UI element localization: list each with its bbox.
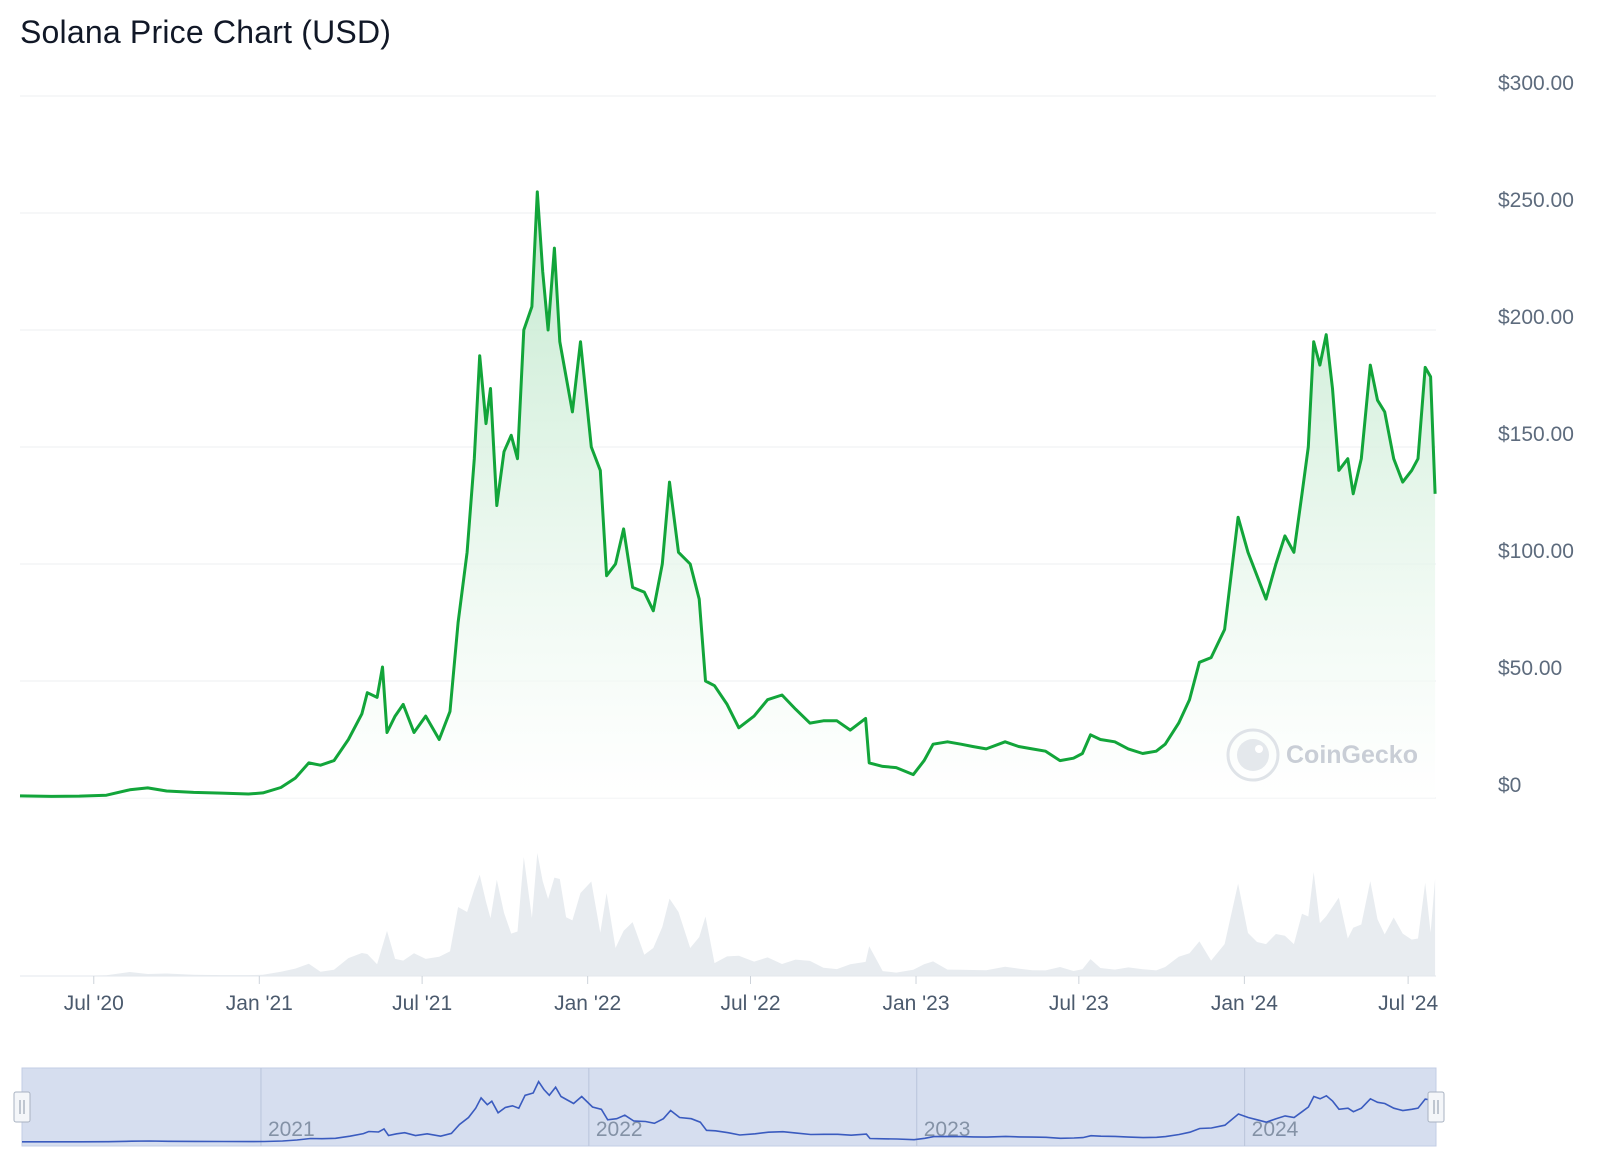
y-axis: $0 $50.00 $100.00 $150.00 $200.00 $250.00 $300…: [1498, 72, 1574, 797]
x-tick-label: Jul '23: [1049, 992, 1109, 1015]
y-tick-label: $150.00: [1498, 423, 1574, 446]
y-tick-label: $0: [1498, 774, 1521, 797]
y-tick-label: $50.00: [1498, 657, 1562, 680]
navigator-tick-label: 2022: [596, 1118, 643, 1141]
coingecko-logo-icon: [1226, 728, 1280, 782]
navigator-line: [22, 1079, 1436, 1143]
y-tick-label: $100.00: [1498, 540, 1574, 563]
x-axis: Jul '20 Jan '21 Jul '21 Jan '22 Jul '22 Jan '…: [64, 976, 1438, 1015]
navigator-right-handle[interactable]: [1427, 1091, 1445, 1123]
price-area: [20, 191, 1436, 798]
watermark: CoinGecko: [1286, 741, 1418, 769]
navigator-tick-label: 2024: [1252, 1118, 1299, 1141]
y-tick-label: $200.00: [1498, 306, 1574, 329]
x-tick-label: Jul '22: [720, 992, 780, 1015]
navigator-range[interactable]: [21, 1067, 1437, 1147]
x-tick-label: Jul '20: [64, 992, 124, 1015]
navigator-tick-label: 2023: [924, 1118, 971, 1141]
volume-area: [20, 853, 1436, 976]
x-tick-label: Jan '21: [226, 992, 293, 1015]
y-tick-label: $250.00: [1498, 189, 1574, 212]
navigator-tick-label: 2021: [268, 1118, 315, 1141]
x-tick-label: Jan '23: [882, 992, 949, 1015]
navigator-axis: 2021 2022 2023 2024: [260, 1068, 1299, 1146]
x-tick-label: Jan '24: [1211, 992, 1278, 1015]
navigator-left-handle[interactable]: [13, 1091, 31, 1123]
x-tick-label: Jul '21: [392, 992, 452, 1015]
y-tick-label: $300.00: [1498, 72, 1574, 95]
volume-bars: [20, 853, 1436, 976]
x-tick-label: Jul '24: [1378, 992, 1438, 1015]
price-line[interactable]: [19, 190, 1437, 798]
x-tick-label: Jan '22: [554, 992, 621, 1015]
chart-title: Solana Price Chart (USD): [20, 14, 392, 50]
